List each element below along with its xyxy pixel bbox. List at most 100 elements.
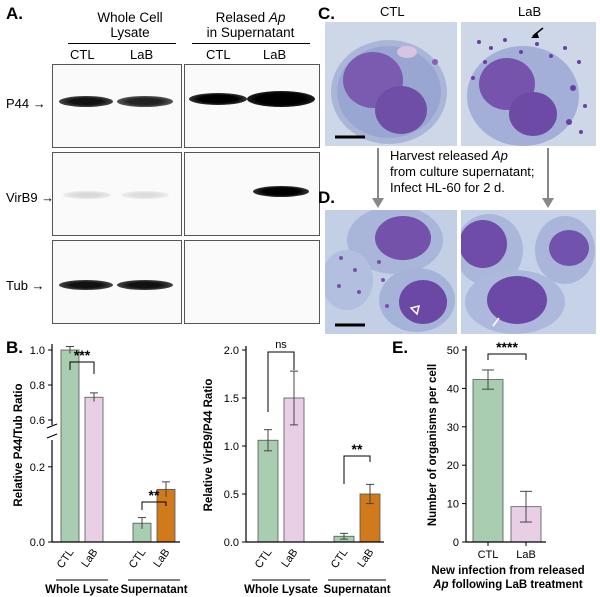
panel-d-label: D. (318, 188, 335, 207)
y-tick-label: 1.5 (224, 393, 239, 405)
y-tick-label: 0.8 (30, 380, 45, 392)
x-tick-label: LaB (355, 547, 376, 570)
group-label: Supernatant (323, 584, 390, 596)
axis-break-mark (46, 423, 58, 429)
x-tick-label: CTL (253, 547, 275, 571)
band (117, 96, 173, 107)
micrograph-lab-label: LaB (518, 4, 542, 19)
y-tick-label: 1.0 (224, 441, 239, 453)
band (59, 96, 113, 107)
x-tick-label: LaB (516, 549, 536, 561)
y-tick-label: 0.0 (30, 537, 45, 549)
micrograph-d-ctl-image (325, 210, 455, 332)
bar-0 (257, 439, 279, 543)
panel-b-label: B. (6, 338, 23, 357)
bar-0 (60, 349, 80, 543)
process-arrows (372, 148, 554, 208)
x-tick-label: LaB (151, 547, 172, 570)
group-label: Whole Lysate (244, 584, 318, 596)
sig-label: *** (74, 347, 91, 363)
arrow-icon (409, 304, 421, 316)
group-label: Whole Lysate (45, 584, 119, 596)
sig-label: ns (275, 339, 287, 351)
group-label: Supernatant (120, 584, 187, 596)
y-tick-label: 0.5 (224, 489, 239, 501)
lane-ctl-1: CTL (70, 47, 95, 62)
sig-bracket (487, 353, 527, 360)
group1-underline (68, 43, 176, 44)
released-ap-title: Relased Ap in Supernatant (206, 10, 295, 40)
x-tick-label: LaB (79, 547, 100, 570)
x-tick-label: CTL (478, 549, 499, 561)
process-description: Harvest released Ap from culture superna… (390, 148, 535, 195)
x-tick-label: CTL (329, 547, 351, 571)
micrograph-d-lab (461, 210, 596, 334)
blot-tub-lysate (52, 240, 182, 324)
caption-line2: Ap following LaB treatment (432, 579, 583, 591)
sig-bracket (343, 455, 371, 484)
caption-line1: New infection from released (431, 565, 584, 577)
row-label-virb9: VirB9 → (6, 190, 55, 205)
sig-label: ** (352, 441, 363, 457)
panel-e-label: E. (392, 338, 409, 357)
micrograph-c-lab (461, 22, 596, 146)
whole-cell-lysate-title: Whole Cell Lysate (97, 10, 163, 40)
y-tick-label: 20 (447, 460, 459, 472)
arrowhead-icon (531, 32, 539, 38)
row-label-tub: Tub → (6, 278, 45, 293)
caption-ap: Ap (432, 579, 448, 591)
row-label-p44: P44 → (6, 96, 46, 111)
sig-label: **** (496, 339, 518, 355)
blot-p44-supernatant (184, 64, 320, 148)
y-tick-label: 0.2 (30, 462, 45, 474)
bar-3 (156, 488, 176, 543)
bar-1 (84, 396, 104, 543)
band (253, 186, 309, 197)
caption-rest: following LaB treatment (449, 579, 583, 591)
bar-0 (472, 379, 504, 543)
panel-a-label: A. (6, 4, 23, 23)
y-axis-label: Relative VirB9/P44 Ratio (203, 379, 215, 512)
y-tick-label: 50 (447, 345, 459, 357)
y-axis-label: Relative P44/Tub Ratio (13, 383, 25, 506)
blot-virb9-lysate (52, 152, 182, 236)
band (247, 91, 315, 107)
lane-ctl-2: CTL (206, 47, 231, 62)
band (117, 280, 173, 290)
group2-underline (192, 43, 310, 44)
charts-figure: 1.0 0.8 0.6 0.2 0.0 Relative P44/Tub Ratio CTL… (13, 339, 585, 596)
micrograph-d-lab-image (461, 214, 595, 334)
arrow-icon (492, 317, 500, 327)
blot-p44-lysate (52, 64, 182, 148)
blot-tub-supernatant (184, 240, 320, 324)
x-tick-label: LaB (279, 547, 300, 570)
axis-break-mark (46, 433, 58, 439)
band (59, 280, 113, 290)
panel-c-label: C. (318, 4, 335, 23)
y-tick-label: 0 (453, 537, 459, 549)
micrograph-c-lab-image (467, 27, 587, 146)
y-tick-label: 40 (447, 383, 459, 395)
sig-label: ** (149, 487, 160, 503)
micrograph-d-ctl (325, 210, 457, 334)
blot-virb9-supernatant (184, 152, 320, 236)
sig-bracket (69, 361, 95, 374)
y-axis-label: Number of organisms per cell (427, 364, 439, 526)
band (63, 191, 111, 199)
y-tick-label: 0.0 (224, 537, 239, 549)
y-tick-label: 1.0 (30, 345, 45, 357)
micrograph-c-ctl-image (331, 40, 447, 144)
x-tick-label: CTL (127, 547, 149, 571)
lane-lab-1: LaB (130, 47, 154, 62)
y-tick-label: 2.0 (224, 345, 239, 357)
lane-lab-2: LaB (263, 47, 287, 62)
micrograph-c-ctl (325, 22, 457, 146)
micrograph-ctl-label: CTL (380, 4, 405, 19)
sig-bracket (267, 351, 295, 412)
y-tick-label: 10 (447, 499, 459, 511)
y-tick-label: 30 (447, 422, 459, 434)
band (121, 191, 169, 199)
sig-bracket (141, 501, 167, 510)
y-tick-label: 0.6 (30, 415, 45, 427)
band (189, 93, 247, 105)
